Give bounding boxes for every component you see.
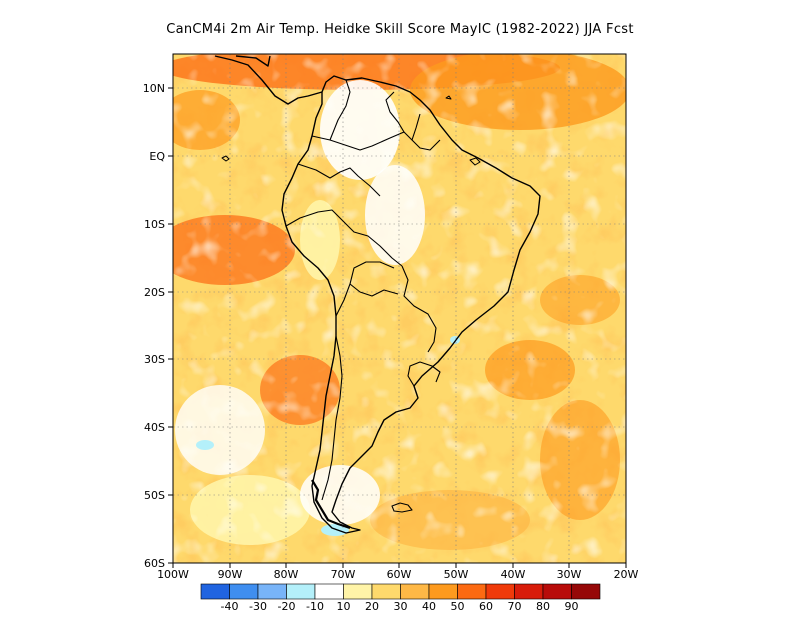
colorbar-label: 80: [536, 600, 550, 613]
colorbar-swatch: [485, 583, 515, 600]
lat-label-eq: EQ: [149, 150, 165, 163]
colorbar-label: 30: [394, 600, 408, 613]
gridlines: [173, 54, 626, 563]
lon-label-80w: 80W: [274, 568, 299, 581]
lon-label-40w: 40W: [501, 568, 526, 581]
colorbar-label: 10: [337, 600, 351, 613]
colorbar-swatch: [457, 583, 487, 600]
chart-title: CanCM4i 2m Air Temp. Heidke Skill Score …: [166, 22, 634, 37]
colorbar-swatch: [571, 583, 601, 600]
colorbar-swatch: [257, 583, 287, 600]
colorbar: [200, 583, 601, 600]
colorbar-swatch: [514, 583, 544, 600]
lon-label-90w: 90W: [218, 568, 243, 581]
skill-field: [173, 54, 626, 563]
colorbar-swatch: [229, 583, 259, 600]
lat-labels: 10N EQ 10S 20S 30S 40S 50S 60S: [143, 82, 166, 570]
lat-label-60s: 60S: [144, 557, 165, 570]
lon-label-70w: 70W: [331, 568, 356, 581]
lon-label-20w: 20W: [614, 568, 639, 581]
colorbar-swatch: [400, 583, 430, 600]
colorbar-label: -10: [306, 600, 324, 613]
colorbar-swatch: [286, 583, 316, 600]
lat-label-40s: 40S: [144, 421, 165, 434]
colorbar-label: -30: [249, 600, 267, 613]
lon-labels: 100W 90W 80W 70W 60W 50W 40W 30W 20W: [157, 568, 638, 581]
lon-label-50w: 50W: [444, 568, 469, 581]
lon-label-100w: 100W: [157, 568, 189, 581]
lon-label-60w: 60W: [387, 568, 412, 581]
colorbar-swatch: [314, 583, 344, 600]
coastlines: [214, 55, 541, 534]
colorbar-swatch: [371, 583, 401, 600]
colorbar-swatch: [428, 583, 458, 600]
colorbar-label: 20: [365, 600, 379, 613]
lat-label-30s: 30S: [144, 353, 165, 366]
lat-label-10n: 10N: [143, 82, 165, 95]
colorbar-label: -40: [221, 600, 239, 613]
colorbar-swatch: [343, 583, 373, 600]
colorbar-label: 50: [451, 600, 465, 613]
colorbar-label: 40: [422, 600, 436, 613]
colorbar-label: 60: [479, 600, 493, 613]
colorbar-labels: -40 -30 -20 -10 10 20 30 40 50 60 70 80 90: [221, 600, 579, 613]
colorbar-label: 90: [565, 600, 579, 613]
lat-label-10s: 10S: [144, 218, 165, 231]
colorbar-swatch: [200, 583, 230, 600]
axis-ticks: [168, 87, 627, 568]
lat-label-20s: 20S: [144, 286, 165, 299]
colorbar-swatch: [542, 583, 572, 600]
lon-label-30w: 30W: [557, 568, 582, 581]
colorbar-label: 70: [508, 600, 522, 613]
colorbar-label: -20: [278, 600, 296, 613]
lat-label-50s: 50S: [144, 489, 165, 502]
